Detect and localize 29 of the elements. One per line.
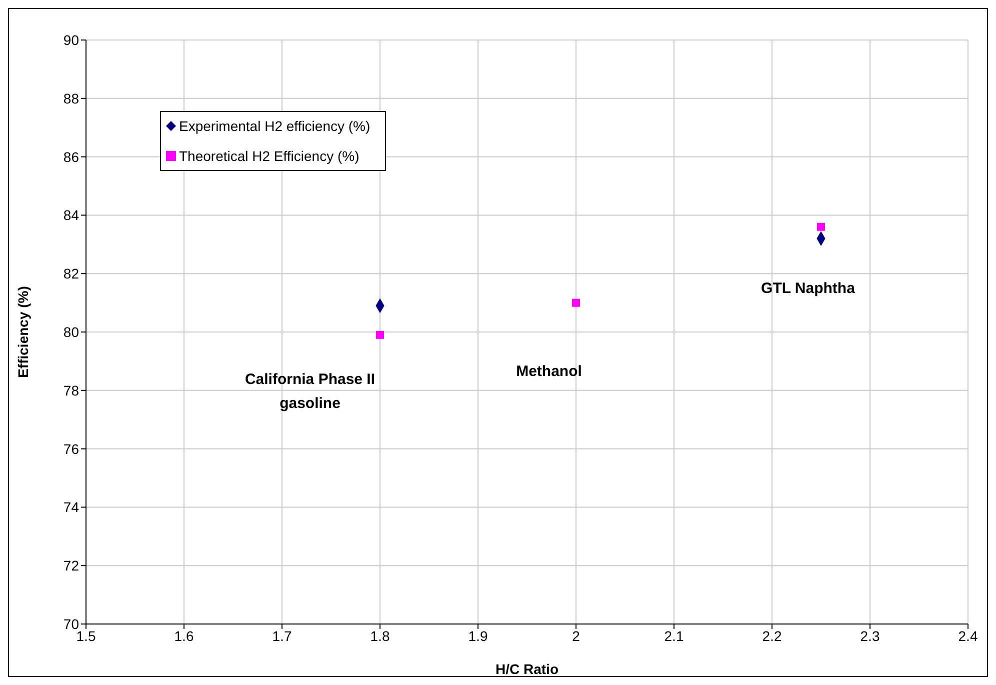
x-tick-label: 1.7 — [272, 628, 292, 644]
x-tick-label: 1.6 — [174, 628, 194, 644]
x-axis-title: H/C Ratio — [496, 661, 558, 677]
point — [817, 222, 825, 231]
x-tick-label: 2 — [572, 628, 580, 644]
annotation: Methanol — [516, 363, 582, 380]
point — [376, 330, 384, 339]
y-tick-label: 86 — [63, 148, 80, 165]
x-tick-label: 2.1 — [664, 628, 684, 644]
y-tick-label: 90 — [63, 32, 80, 48]
point — [572, 298, 580, 307]
legend-label: Experimental H2 efficiency (%) — [179, 118, 370, 134]
legend-label: Theoretical H2 Efficiency (%) — [179, 148, 360, 164]
annotation: California Phase II gasoline — [244, 371, 376, 412]
y-tick-label: 82 — [63, 266, 80, 282]
x-tick-label: 2.2 — [762, 628, 782, 644]
y-tick-label: 80 — [63, 324, 80, 340]
annotation: GTL Naphtha — [761, 280, 856, 297]
y-tick-label: 76 — [63, 440, 80, 457]
x-tick-label: 2.4 — [958, 628, 978, 644]
y-tick-label: 88 — [63, 90, 80, 106]
x-tick-label: 1.8 — [370, 628, 390, 644]
y-tick-label: 72 — [63, 558, 80, 574]
y-tick-label: 84 — [63, 207, 80, 224]
x-tick-label: 2.3 — [860, 628, 880, 644]
y-tick-label: 74 — [63, 499, 80, 516]
y-tick-label: 78 — [63, 382, 80, 398]
x-tick-label: 1.9 — [468, 628, 488, 644]
y-axis-title: Efficiency (%) — [14, 286, 31, 378]
